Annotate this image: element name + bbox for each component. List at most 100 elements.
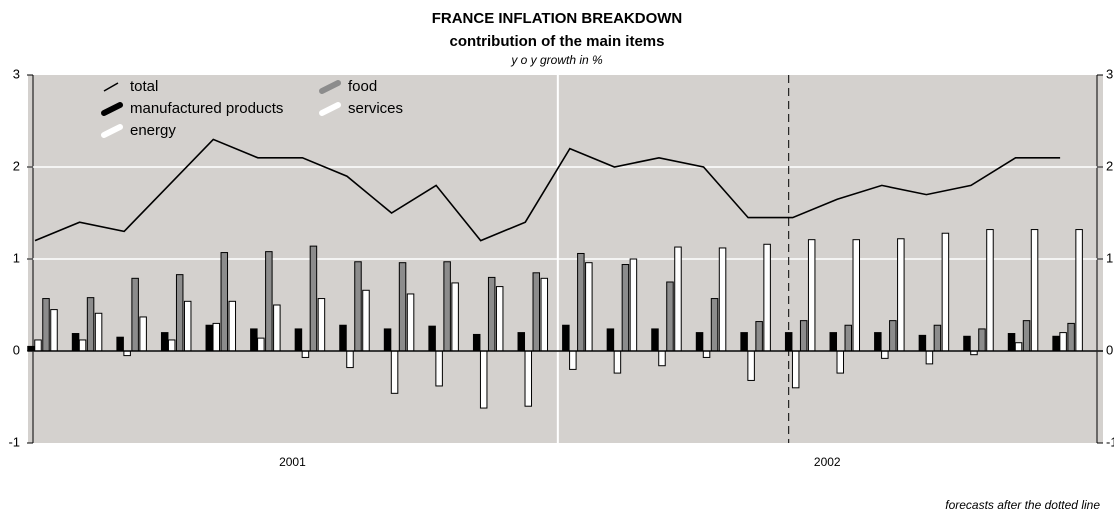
bar: [309, 245, 318, 352]
legend-label: total: [130, 78, 158, 95]
legend-label: energy: [130, 122, 176, 139]
bar: [257, 337, 265, 352]
y-axis-label: y o y growth in %: [510, 53, 603, 67]
bar: [674, 246, 682, 352]
bar: [918, 334, 927, 352]
bar: [94, 312, 103, 352]
bar: [451, 282, 459, 352]
legend-swatch: [103, 82, 119, 92]
bar: [629, 258, 638, 352]
bar: [562, 324, 570, 352]
bar: [390, 350, 399, 394]
bar: [784, 332, 793, 352]
bar: [852, 239, 861, 352]
bar: [613, 350, 622, 374]
y-tick-label-right: 1: [1106, 250, 1113, 265]
y-tick-label-right: 2: [1106, 158, 1113, 173]
bar: [265, 251, 273, 352]
bar: [569, 350, 577, 370]
bar: [398, 262, 407, 352]
y-tick-label: -1: [8, 434, 20, 449]
y-tick-label-right: 0: [1106, 342, 1113, 357]
bar: [78, 339, 87, 352]
bar: [1067, 322, 1075, 352]
bar: [524, 350, 533, 407]
total-line: [34, 138, 1061, 242]
bar: [273, 304, 281, 352]
bar: [487, 276, 496, 352]
bar: [1007, 333, 1016, 352]
bar: [160, 332, 169, 352]
legend-swatch: [319, 102, 341, 116]
chart-subtitle: contribution of the main items: [449, 33, 664, 50]
bar: [666, 281, 674, 352]
bar: [941, 232, 950, 352]
bar: [1014, 342, 1023, 352]
y-tick-label: 1: [13, 250, 20, 265]
bar: [1052, 335, 1060, 352]
bar: [167, 339, 176, 352]
legend-swatch: [101, 124, 123, 138]
bar: [212, 322, 221, 352]
bar: [50, 309, 58, 352]
bar: [228, 300, 237, 352]
bar: [294, 328, 303, 352]
y-tick-label-right: 3: [1106, 66, 1113, 81]
x-tick-label: 2002: [814, 455, 841, 469]
bar: [651, 328, 659, 352]
bar: [577, 252, 585, 352]
legend-swatch: [319, 80, 341, 94]
bar: [383, 328, 392, 352]
bar: [139, 316, 147, 352]
bar: [86, 297, 95, 352]
bar: [346, 350, 354, 369]
x-tick-label: 2001: [279, 455, 306, 469]
bar: [755, 321, 763, 352]
chart-title: FRANCE INFLATION BREAKDOWN: [432, 10, 683, 27]
bar: [339, 324, 347, 352]
bar: [517, 332, 526, 352]
legend-swatch: [101, 102, 123, 116]
bar: [658, 350, 666, 367]
bar: [1059, 332, 1067, 352]
bar: [1030, 229, 1039, 352]
bar: [621, 264, 630, 352]
bar: [763, 243, 771, 352]
bar: [695, 332, 704, 352]
bar: [585, 262, 593, 352]
bar: [978, 328, 986, 352]
bar: [710, 298, 719, 352]
y-tick-label: 0: [13, 342, 20, 357]
bar: [791, 350, 800, 389]
bar: [807, 239, 816, 352]
bar: [702, 350, 711, 358]
legend-label: services: [348, 100, 403, 117]
bar: [897, 238, 905, 352]
bar: [606, 328, 615, 352]
bar: [205, 324, 214, 352]
bar: [718, 247, 727, 352]
bar: [71, 333, 80, 352]
bar: [175, 274, 184, 352]
bar: [532, 272, 541, 352]
bar: [1075, 229, 1083, 352]
bar: [317, 298, 326, 352]
bar: [479, 350, 488, 409]
bar: [963, 335, 971, 352]
bar: [874, 332, 882, 352]
bar: [495, 286, 504, 352]
y-tick-label: 2: [13, 158, 20, 173]
bar: [406, 293, 415, 352]
bar: [799, 320, 808, 352]
bar: [435, 350, 443, 387]
bar: [747, 350, 755, 381]
bar: [889, 320, 897, 352]
bar: [428, 325, 436, 352]
legend-label: food: [348, 78, 377, 95]
y-tick-label: 3: [13, 66, 20, 81]
footnote: forecasts after the dotted line: [945, 498, 1100, 512]
bar: [183, 300, 192, 352]
bar: [844, 324, 853, 352]
bar: [34, 339, 42, 352]
bar: [836, 350, 845, 374]
